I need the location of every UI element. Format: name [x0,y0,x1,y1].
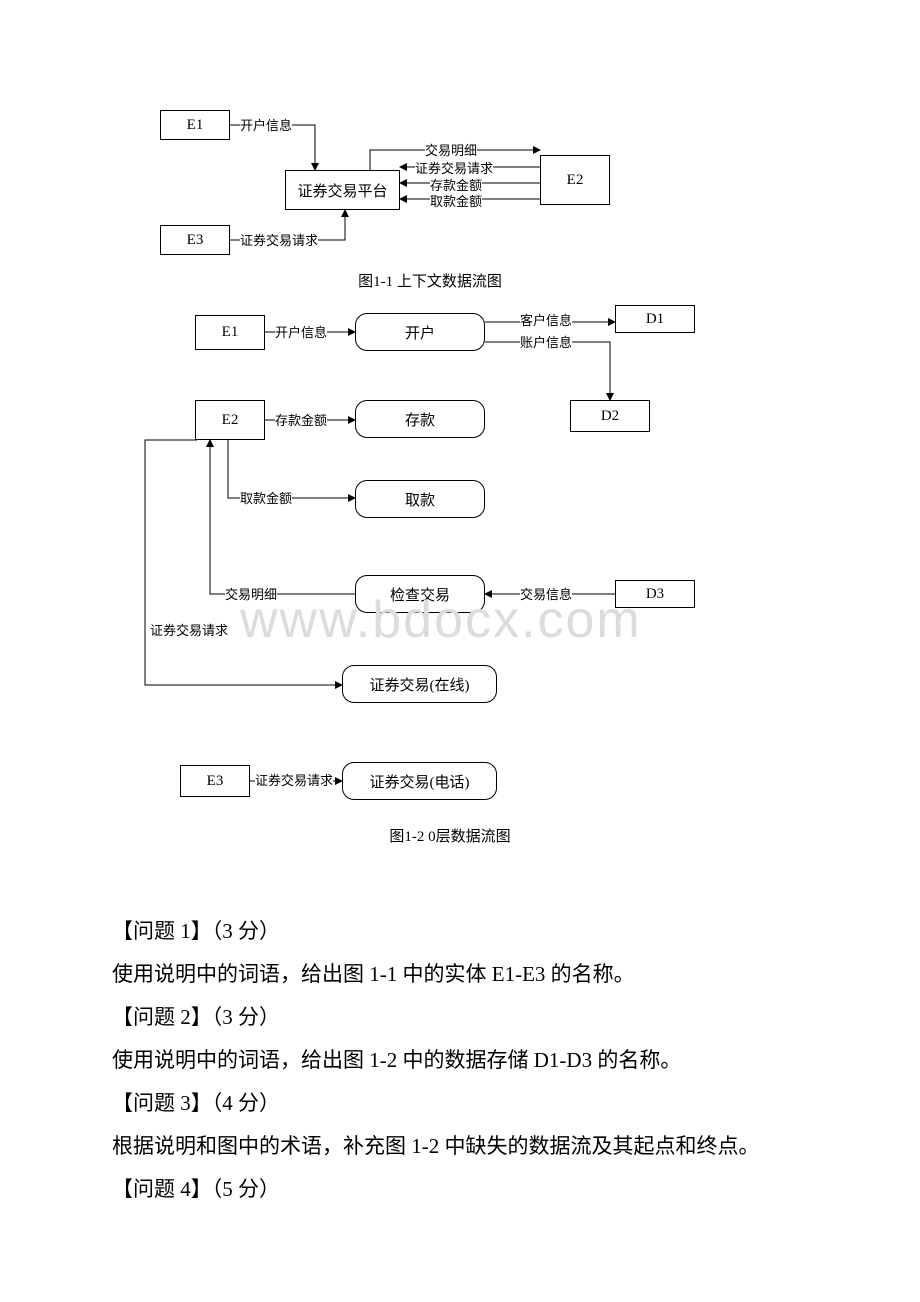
d2-l-e2p3: 取款金额 [240,488,292,507]
q1-body: 使用说明中的词语，给出图 1-1 中的实体 E1-E3 的名称。 [70,953,850,996]
d1-e2-text: E2 [567,172,584,189]
d1-e1-text: E1 [187,117,204,134]
d2-proc-check: 检查交易 [355,575,485,613]
d1-process-text: 证券交易平台 [297,180,387,201]
d1-e3-text: E3 [187,232,204,249]
d2-proc-phone: 证券交易(电话) [342,762,497,800]
d2-d2-text: D2 [601,408,619,425]
d2-proc-withdraw: 取款 [355,480,485,518]
d1-flow-withdraw: 取款金额 [430,191,482,210]
d2-p1-text: 开户 [405,322,435,343]
d2-proc-open: 开户 [355,313,485,351]
d2-d3-text: D3 [646,586,664,603]
d2-p6-text: 证券交易(电话) [370,771,470,792]
d2-e2-text: E2 [222,412,239,429]
d1-flow-e1: 开户信息 [240,115,292,134]
q2-head: 【问题 2】（3 分） [70,996,850,1039]
q1-head: 【问题 1】（3 分） [70,910,850,953]
d2-l-e2p2: 存款金额 [275,410,327,429]
d2-ds-d1: D1 [615,305,695,333]
d2-l-p1d1: 客户信息 [520,310,572,329]
d2-l-p4e2: 交易明细 [225,584,277,603]
d2-d1-text: D1 [646,311,664,328]
d2-l-e1p1: 开户信息 [275,322,327,341]
d2-l-p1d2: 账户信息 [520,332,572,351]
d2-l-e3p6: 证券交易请求 [255,770,333,789]
d2-e1-text: E1 [222,324,239,341]
d2-entity-e1: E1 [195,315,265,350]
d1-process: 证券交易平台 [285,170,400,210]
d2-l-e2p5: 证券交易请求 [150,620,228,639]
d1-flow-e3: 证券交易请求 [240,230,318,249]
d2-p2-text: 存款 [405,409,435,430]
d2-entity-e3: E3 [180,765,250,797]
d2-ds-d2: D2 [570,400,650,432]
q4-head: 【问题 4】（5 分） [70,1168,850,1211]
q2-body: 使用说明中的词语，给出图 1-2 中的数据存储 D1-D3 的名称。 [70,1039,850,1082]
d2-p4-text: 检查交易 [390,584,450,605]
d1-entity-e2: E2 [540,155,610,205]
d2-ds-d3: D3 [615,580,695,608]
d2-proc-online: 证券交易(在线) [342,665,497,703]
diagrams-container: E1 E3 证券交易平台 E2 [70,100,850,900]
d2-entity-e2: E2 [195,400,265,440]
questions-block: 【问题 1】（3 分） 使用说明中的词语，给出图 1-1 中的实体 E1-E3 … [70,910,850,1211]
d2-proc-deposit: 存款 [355,400,485,438]
q3-head: 【问题 3】（4 分） [70,1082,850,1125]
d2-e3-text: E3 [207,773,224,790]
q3-body: 根据说明和图中的术语，补充图 1-2 中缺失的数据流及其起点和终点。 [70,1125,850,1168]
d2-l-d3p4: 交易信息 [520,584,572,603]
d1-caption: 图1-1 上下文数据流图 [320,270,540,291]
d1-entity-e3: E3 [160,225,230,255]
d2-p5-text: 证券交易(在线) [370,674,470,695]
d1-entity-e1: E1 [160,110,230,140]
d1-flow-mingxi: 交易明细 [425,140,477,159]
d2-p3-text: 取款 [405,489,435,510]
d2-caption: 图1-2 0层数据流图 [340,825,560,846]
